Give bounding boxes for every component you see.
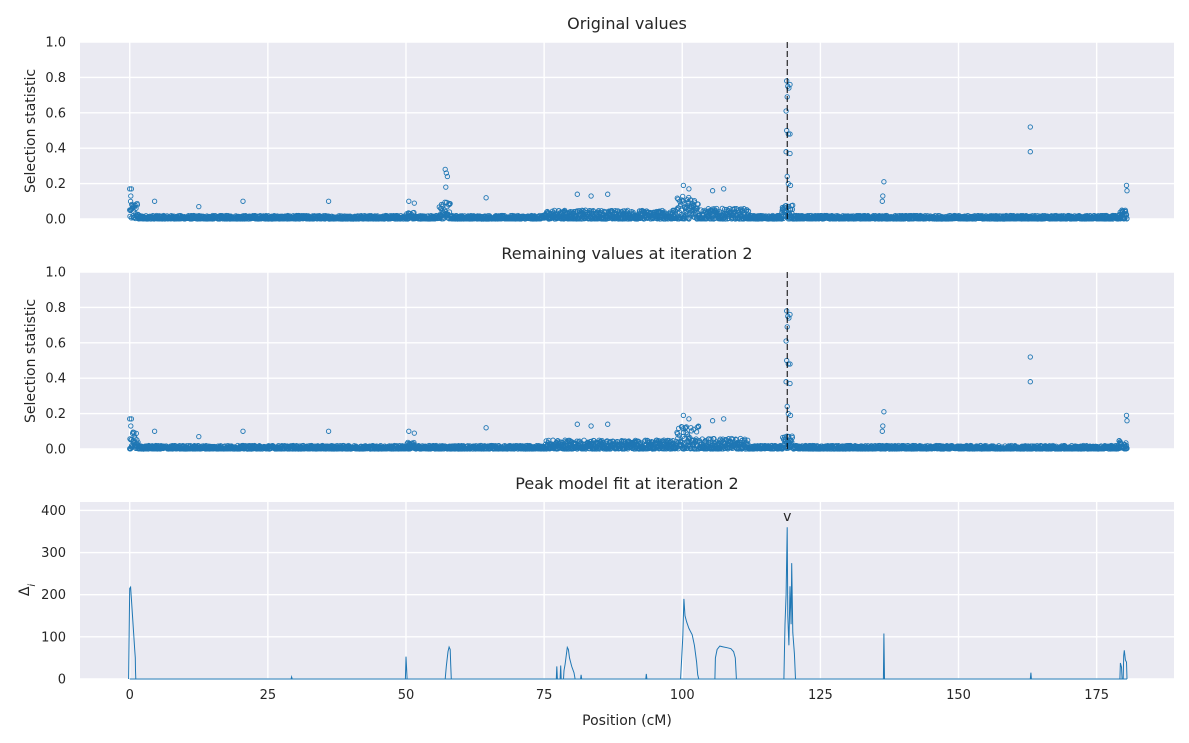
y-tick-label: 0.6	[45, 106, 66, 121]
data-point	[134, 202, 141, 208]
y-tick-label: 0.4	[45, 372, 66, 387]
y-axis-label: Selection statistic	[23, 69, 39, 193]
y-tick-label: 0.8	[45, 71, 66, 86]
panel-title: Remaining values at iteration 2	[501, 244, 752, 263]
y-tick-label: 1.0	[45, 266, 66, 281]
y-tick-label: 1.0	[45, 36, 66, 51]
y-tick-label: 0.6	[45, 336, 66, 351]
y-tick-label: 0.2	[45, 177, 66, 192]
y-tick-label: 0.0	[45, 213, 66, 228]
y-tick-label: 0.2	[45, 407, 66, 422]
data-point	[447, 200, 453, 207]
plot-area	[80, 42, 1174, 219]
data-point	[127, 198, 134, 205]
scatter-points	[127, 78, 1130, 222]
y-tick-label: 0.0	[45, 443, 66, 458]
y-axis-label: Selection statistic	[23, 299, 39, 423]
panel-remaining-values: Remaining values at iteration 2 Selectio…	[23, 244, 1174, 458]
y-tick-label: 0.8	[45, 301, 66, 316]
panel-original-values: Original values Selection statistic 0.0 0…	[23, 14, 1174, 228]
y-tick-label: 0.4	[45, 142, 66, 157]
plot-area	[80, 272, 1174, 449]
panel-title: Original values	[567, 14, 687, 33]
